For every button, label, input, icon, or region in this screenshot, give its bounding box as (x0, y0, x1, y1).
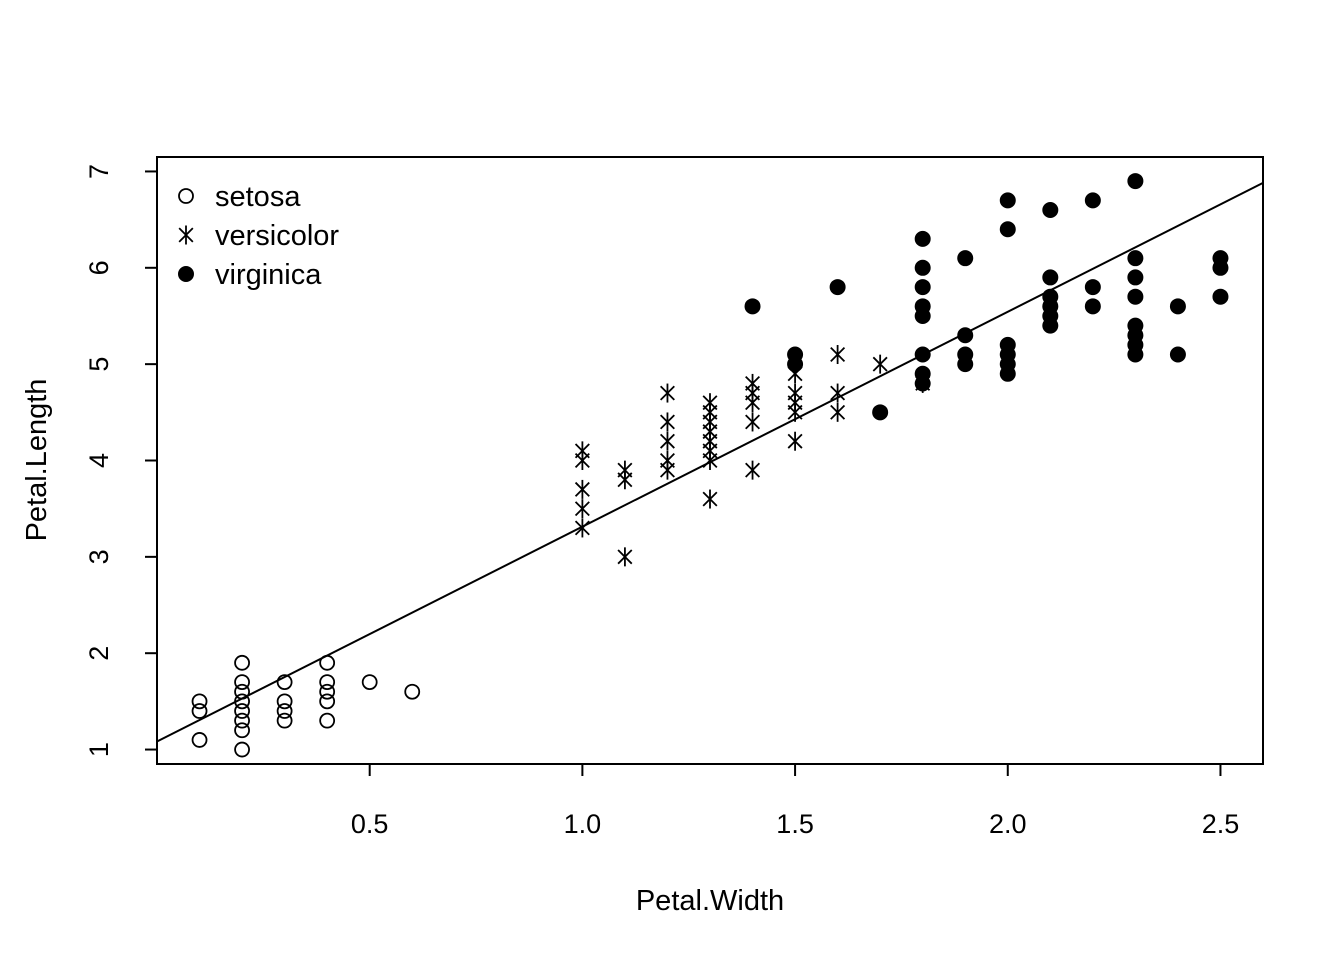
virginica-point (1084, 279, 1101, 296)
y-tick-label: 7 (84, 164, 114, 179)
legend-versicolor-label: versicolor (215, 220, 339, 252)
points-layer (191, 173, 1229, 758)
versicolor-point (702, 393, 718, 413)
versicolor-point (830, 345, 846, 365)
versicolor-point (745, 460, 761, 480)
legend-virginica-label: virginica (215, 259, 322, 291)
versicolor-point (659, 383, 675, 403)
setosa-point (361, 674, 378, 691)
virginica-point (1042, 288, 1059, 305)
versicolor-point (702, 489, 718, 509)
virginica-point (914, 365, 931, 382)
setosa-point (234, 654, 250, 671)
virginica-point (914, 230, 931, 247)
virginica-point (957, 250, 974, 267)
setosa-point (191, 703, 208, 719)
setosa-point (319, 693, 336, 710)
virginica-point (1127, 269, 1144, 286)
x-tick-label: 2.5 (1202, 809, 1240, 839)
virginica-point (1042, 201, 1059, 218)
versicolor-point (659, 431, 675, 451)
virginica-point (1169, 346, 1186, 363)
regression-line (156, 181, 1264, 743)
setosa-point (276, 712, 293, 729)
versicolor-point (787, 431, 803, 451)
setosa-point (191, 732, 208, 748)
x-tick-label: 2.0 (989, 809, 1027, 839)
legend: setosa versicolor virginica (159, 159, 365, 309)
versicolor-point (574, 479, 590, 499)
setosa-point (234, 703, 250, 719)
y-tick-label: 1 (84, 742, 114, 757)
virginica-point (872, 404, 889, 421)
y-tick-label: 3 (84, 549, 114, 564)
virginica-point (914, 279, 931, 296)
virginica-point (1127, 250, 1144, 267)
virginica-point (829, 279, 846, 296)
setosa-point (276, 703, 293, 719)
virginica-point (1042, 269, 1059, 286)
versicolor-point (659, 412, 675, 432)
versicolor-point (574, 441, 590, 461)
versicolor-point (659, 451, 675, 470)
virginica-point (1127, 317, 1144, 334)
x-tick-label: 1.5 (776, 809, 814, 839)
y-tick-label: 6 (84, 260, 114, 275)
virginica-point (1084, 298, 1101, 315)
virginica-point (787, 346, 804, 363)
virginica-point (957, 346, 974, 363)
setosa-point (319, 712, 336, 729)
y-axis: 1 2 3 4 5 6 7 (84, 164, 158, 757)
virginica-point (744, 298, 761, 315)
setosa-point (319, 674, 336, 691)
versicolor-point (830, 402, 846, 422)
virginica-point (1127, 288, 1144, 305)
versicolor-point (745, 412, 761, 432)
legend-background (159, 159, 365, 309)
legend-setosa-label: setosa (215, 181, 301, 213)
setosa-point (276, 693, 293, 710)
virginica-point (999, 221, 1016, 238)
x-tick-label: 0.5 (351, 809, 389, 839)
y-axis-label: Petal.Length (21, 379, 53, 542)
virginica-point (1212, 250, 1229, 267)
virginica-point (1084, 192, 1101, 209)
setosa-point (319, 683, 336, 700)
virginica-point (1169, 298, 1186, 315)
setosa-point (276, 674, 293, 691)
virginica-point (1127, 173, 1144, 190)
virginica-point (999, 192, 1016, 209)
regression-line-layer (156, 181, 1264, 743)
setosa-point (234, 741, 250, 758)
virginica-point (999, 336, 1016, 353)
x-tick-label: 1.0 (564, 809, 602, 839)
versicolor-point (830, 383, 846, 403)
versicolor-point (617, 460, 633, 480)
virginica-point (914, 259, 931, 276)
versicolor-point (574, 499, 590, 519)
setosa-point (191, 693, 208, 710)
setosa-point (404, 683, 421, 700)
virginica-point (914, 298, 931, 315)
legend-setosa-marker (178, 188, 194, 204)
virginica-point (1212, 288, 1229, 305)
versicolor-point (787, 383, 803, 403)
x-axis-label: Petal.Width (636, 885, 784, 917)
versicolor-point (872, 354, 888, 374)
setosa-point (234, 722, 250, 739)
y-tick-label: 5 (84, 357, 114, 372)
versicolor-point (617, 547, 633, 567)
versicolor-point (745, 373, 761, 393)
x-axis: 0.5 1.0 1.5 2.0 2.5 (351, 763, 1240, 839)
y-tick-label: 2 (84, 646, 114, 661)
setosa-point (234, 674, 250, 691)
y-tick-label: 4 (84, 453, 114, 468)
legend-versicolor-marker (178, 225, 194, 245)
legend-virginica-marker (178, 266, 194, 282)
setosa-point (234, 712, 250, 729)
